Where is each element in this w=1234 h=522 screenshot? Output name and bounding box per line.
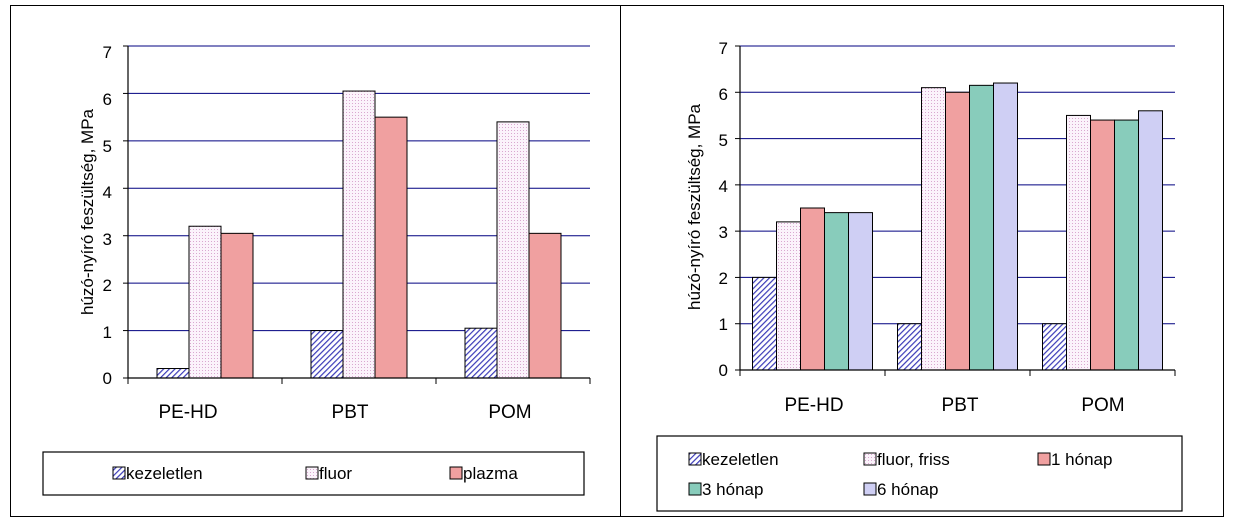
bar-fluor-pom xyxy=(496,121,530,379)
x-tick-label: PBT xyxy=(332,402,369,423)
legend-label: fluor xyxy=(319,464,352,483)
bar-fluor-pe-hd xyxy=(188,225,222,379)
legend-swatch xyxy=(112,466,126,480)
legend-swatch xyxy=(863,482,877,496)
y-tick-label: 2 xyxy=(719,269,728,288)
x-tick-label: PE-HD xyxy=(784,395,843,416)
y-tick-label: 4 xyxy=(103,183,112,202)
legend-label: plazma xyxy=(463,464,518,483)
bar-1-h-nap-pom xyxy=(1090,119,1115,371)
bar-kezeletlen-pe-hd xyxy=(752,276,777,371)
bar-fluor-pbt xyxy=(342,90,376,379)
legend-label: fluor, friss xyxy=(877,450,950,469)
chart-left-x-ticks: PE-HD PBT POM xyxy=(158,402,531,423)
y-tick-label: 5 xyxy=(719,131,728,150)
legend-swatch xyxy=(863,452,877,466)
chart-left-y-ticks: 0 1 2 3 4 5 6 7 xyxy=(103,43,112,388)
chart-left-legend: kezeletlen fluor plazma xyxy=(42,451,585,496)
legend-swatch xyxy=(1037,452,1051,466)
y-tick-label: 6 xyxy=(103,90,112,109)
bar-6-h-nap-pom xyxy=(1138,110,1163,371)
legend-swatch xyxy=(449,466,463,480)
y-tick-label: 0 xyxy=(103,369,112,388)
chart-right-x-ticks: PE-HD PBT POM xyxy=(784,395,1124,416)
bar-kezeletlen-pom xyxy=(464,327,498,379)
bar-kezeletlen-pom xyxy=(1042,323,1067,371)
y-tick-label: 6 xyxy=(719,85,728,104)
y-tick-label: 4 xyxy=(719,177,728,196)
y-tick-label: 1 xyxy=(103,323,112,342)
legend-swatch xyxy=(688,452,702,466)
bar-1-h-nap-pe-hd xyxy=(800,207,825,371)
chart-left-ylabel: húzó-nyíró feszültség, MPa xyxy=(78,108,97,315)
chart-left: húzó-nyíró feszültség, MPa 0 1 2 3 4 5 6… xyxy=(42,43,591,496)
bar-fluor-friss-pe-hd xyxy=(776,221,801,371)
y-tick-label: 7 xyxy=(103,43,112,62)
legend-label: 1 hónap xyxy=(1051,450,1112,469)
chart-left-axes xyxy=(123,45,591,384)
y-tick-label: 3 xyxy=(103,230,112,249)
y-tick-label: 7 xyxy=(719,39,728,58)
bar-plazma-pbt xyxy=(374,116,408,379)
y-tick-label: 1 xyxy=(719,315,728,334)
y-tick-label: 5 xyxy=(103,137,112,156)
chart-right-y-ticks: 0 1 2 3 4 5 6 7 xyxy=(719,39,728,380)
bar-6-h-nap-pbt xyxy=(993,82,1018,371)
legend-label: 3 hónap xyxy=(702,480,763,499)
x-tick-label: POM xyxy=(488,402,531,423)
chart-right-axes xyxy=(735,45,1176,376)
legend-label: kezeletlen xyxy=(126,464,203,483)
bar-3-h-nap-pbt xyxy=(969,84,994,371)
x-tick-label: PE-HD xyxy=(158,402,217,423)
bar-plazma-pe-hd xyxy=(220,232,254,379)
legend-label: 6 hónap xyxy=(877,480,938,499)
chart-right-legend: kezeletlen fluor, friss 1 hónap 3 hónap … xyxy=(656,435,1183,512)
legend-swatch xyxy=(688,482,702,496)
bar-fluor-friss-pbt xyxy=(921,87,946,371)
x-tick-label: POM xyxy=(1081,395,1124,416)
chart-right-bars xyxy=(752,82,1163,371)
bar-6-h-nap-pe-hd xyxy=(848,212,873,371)
bar-kezeletlen-pbt xyxy=(310,330,344,379)
panel-divider xyxy=(620,5,621,517)
y-tick-label: 0 xyxy=(719,361,728,380)
bar-kezeletlen-pe-hd xyxy=(156,368,190,379)
chart-left-bars xyxy=(156,90,562,379)
chart-right-ylabel: húzó-nyíró feszültség, MPa xyxy=(685,103,704,310)
y-tick-label: 2 xyxy=(103,276,112,295)
bar-kezeletlen-pbt xyxy=(897,323,922,371)
legend-swatch xyxy=(305,466,319,480)
y-tick-label: 3 xyxy=(719,223,728,242)
chart-right: húzó-nyíró feszültség, MPa 0 1 2 3 4 5 6… xyxy=(656,39,1183,512)
bar-3-h-nap-pom xyxy=(1114,119,1139,371)
legend-label: kezeletlen xyxy=(702,450,779,469)
bar-fluor-friss-pom xyxy=(1066,114,1091,371)
x-tick-label: PBT xyxy=(942,395,979,416)
bar-plazma-pom xyxy=(528,232,562,379)
bar-3-h-nap-pe-hd xyxy=(824,212,849,371)
bar-1-h-nap-pbt xyxy=(945,91,970,371)
